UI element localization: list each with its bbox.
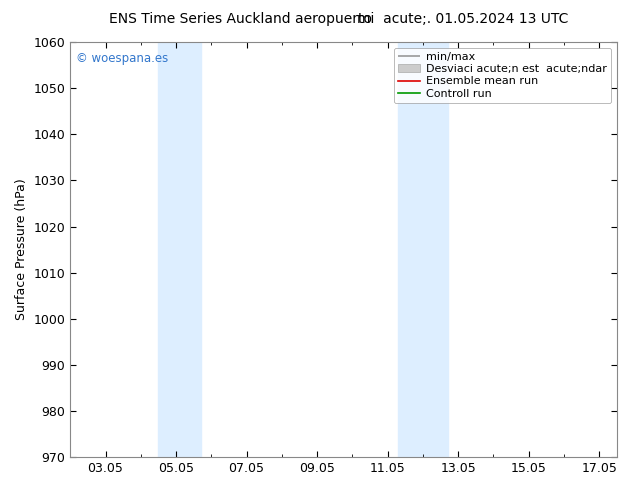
Y-axis label: Surface Pressure (hPa): Surface Pressure (hPa) — [15, 179, 28, 320]
Legend: min/max, Desviaci acute;n est  acute;ndar, Ensemble mean run, Controll run: min/max, Desviaci acute;n est acute;ndar… — [394, 48, 611, 103]
Text: ENS Time Series Auckland aeropuerto: ENS Time Series Auckland aeropuerto — [110, 12, 372, 26]
Bar — [398, 42, 448, 457]
Text: mi  acute;. 01.05.2024 13 UTC: mi acute;. 01.05.2024 13 UTC — [357, 12, 569, 26]
Bar — [158, 42, 201, 457]
Text: © woespana.es: © woespana.es — [75, 52, 168, 66]
